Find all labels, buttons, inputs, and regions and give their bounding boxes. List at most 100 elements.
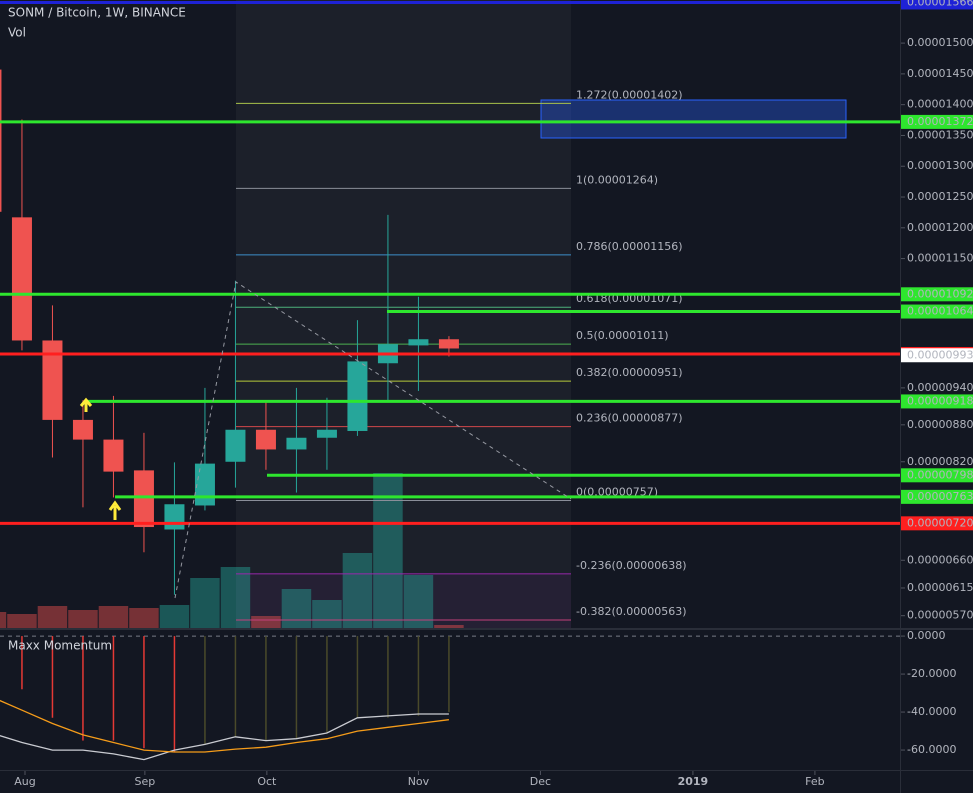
momentum-line: [0, 713, 449, 761]
y-tick-label: 0.00001500: [907, 36, 973, 49]
volume-bar: [342, 553, 373, 628]
y-tick-label: 0.00000940: [907, 381, 973, 394]
y-tick-label: 0.00000880: [907, 418, 973, 431]
date-range-shade: [236, 0, 571, 628]
volume-bar: [37, 606, 68, 628]
indicator-pane: [0, 635, 900, 761]
volume-bar: [281, 589, 312, 628]
level-label: 0.00001064: [907, 305, 973, 318]
candle-body: [42, 340, 63, 420]
trend-line: [174, 281, 572, 599]
candle-body: [164, 504, 185, 530]
price-marker-label: 0.00000993: [907, 348, 973, 361]
indicator-title: Maxx Momentum: [8, 639, 112, 653]
indicator-tick-label: -40.0000: [907, 705, 956, 718]
volume-bar: [190, 578, 220, 628]
candle-body: [133, 470, 154, 528]
y-tick-label: 0.00000615: [907, 581, 973, 594]
volume-bar: [0, 612, 7, 628]
level-label-box: [901, 0, 973, 10]
level-label: 0.00001372: [907, 115, 973, 128]
level-label: 0.00000763: [907, 490, 973, 503]
candle-body: [72, 419, 93, 440]
candle-body: [347, 361, 368, 431]
candle-body: [408, 339, 429, 346]
candle-body: [438, 339, 459, 349]
level-label: 0.00000720: [907, 516, 973, 529]
fib-label: 0.382(0.00000951): [576, 366, 683, 379]
indicator-tick-label: -60.0000: [907, 743, 956, 756]
x-tick-label: Dec: [530, 775, 551, 788]
y-tick-label: 0.00001450: [907, 67, 973, 80]
volume-bar: [68, 610, 98, 628]
level-label: 0.00001092: [907, 287, 973, 300]
fib-label: 1.272(0.00001402): [576, 88, 683, 101]
candle-body: [316, 429, 337, 438]
volume-bar: [373, 473, 403, 628]
indicator-tick-label: 0.0000: [907, 629, 946, 642]
y-tick-label: 0.00001350: [907, 128, 973, 141]
volume-bar: [434, 625, 464, 628]
y-tick-label: 0.00001200: [907, 221, 973, 234]
x-tick-label: Nov: [408, 775, 430, 788]
fib-zone-shade: [236, 575, 571, 628]
level-label-box: [901, 114, 973, 129]
level-label-box: [901, 394, 973, 409]
candle-body: [286, 437, 307, 450]
volume-bar: [98, 606, 129, 628]
y-tick-label: 0.00000660: [907, 553, 973, 566]
x-tick-label: 2019: [678, 775, 709, 788]
fib-label: 0(0.00000757): [576, 486, 658, 499]
volume-bar: [220, 567, 251, 628]
candle-body: [225, 429, 246, 462]
x-tick-label: Oct: [257, 775, 277, 788]
price-pane: 1.272(0.00001402) 1(0.00001264) 0.786(0.00…: [0, 0, 900, 628]
level-label-box: [901, 287, 973, 302]
y-tick-label: 0.00001300: [907, 159, 973, 172]
fib-label: 0.786(0.00001156): [576, 240, 683, 253]
target-box: [540, 99, 847, 139]
fib-label: 1(0.00001264): [576, 173, 658, 186]
candle-body: [11, 217, 32, 341]
volume-bar: [159, 605, 190, 628]
level-label-box: [901, 468, 973, 483]
x-tick-label: Aug: [14, 775, 35, 788]
candle-body: [194, 463, 215, 506]
volume-bar: [312, 600, 342, 628]
price-marker-box: [901, 348, 973, 363]
level-label: 0.00000918: [907, 394, 973, 407]
candle-body: [0, 69, 2, 212]
arrow-up: [79, 397, 93, 412]
y-tick-label: 0.00001400: [907, 98, 973, 111]
level-label-box: [901, 304, 973, 319]
volume-bar: [403, 575, 434, 628]
level-label: 0.00001566: [907, 0, 973, 8]
x-tick-label: Sep: [134, 775, 155, 788]
fib-label: -0.382(0.00000563): [576, 605, 687, 618]
arrow-up: [108, 500, 122, 520]
candle-body: [103, 439, 124, 472]
volume-label: Vol: [8, 26, 26, 40]
volume-bar: [129, 608, 159, 628]
fib-label: 0.236(0.00000877): [576, 412, 683, 425]
level-label-box: [901, 489, 973, 504]
candle-body: [255, 429, 276, 450]
level-label-box: [901, 516, 973, 531]
fib-label: -0.236(0.00000638): [576, 559, 687, 572]
x-tick-label: Feb: [805, 775, 824, 788]
level-label: 0.00000798: [907, 468, 973, 481]
fib-label: 0.5(0.00001011): [576, 329, 669, 342]
y-tick-label: 0.00000820: [907, 455, 973, 468]
y-tick-label: 0.00000570: [907, 609, 973, 622]
momentum-line: [0, 699, 449, 753]
chart-title: SONM / Bitcoin, 1W, BINANCE: [8, 6, 186, 20]
volume-bar: [251, 616, 281, 628]
y-tick-label: 0.00001250: [907, 190, 973, 203]
volume-bar: [7, 614, 37, 628]
indicator-tick-label: -20.0000: [907, 667, 956, 680]
y-tick-label: 0.00001150: [907, 252, 973, 265]
